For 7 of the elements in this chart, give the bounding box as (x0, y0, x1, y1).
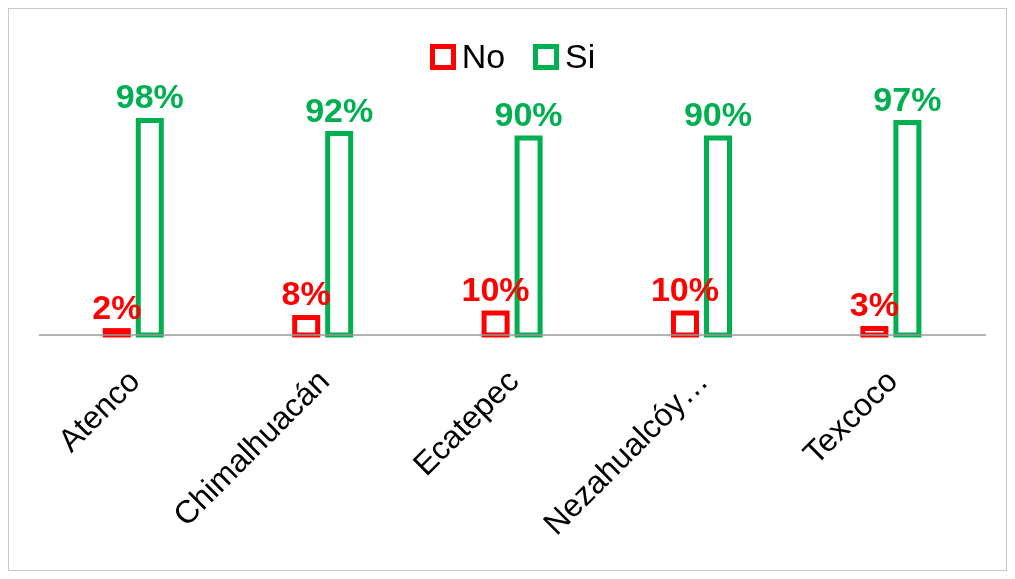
data-label: 97% (873, 79, 942, 118)
data-label: 90% (683, 94, 753, 133)
legend-label: No (461, 37, 506, 76)
legend-label: Si (565, 37, 596, 76)
data-label: 98% (115, 77, 184, 116)
data-label: 92% (305, 90, 374, 129)
data-label: 90% (494, 94, 563, 133)
